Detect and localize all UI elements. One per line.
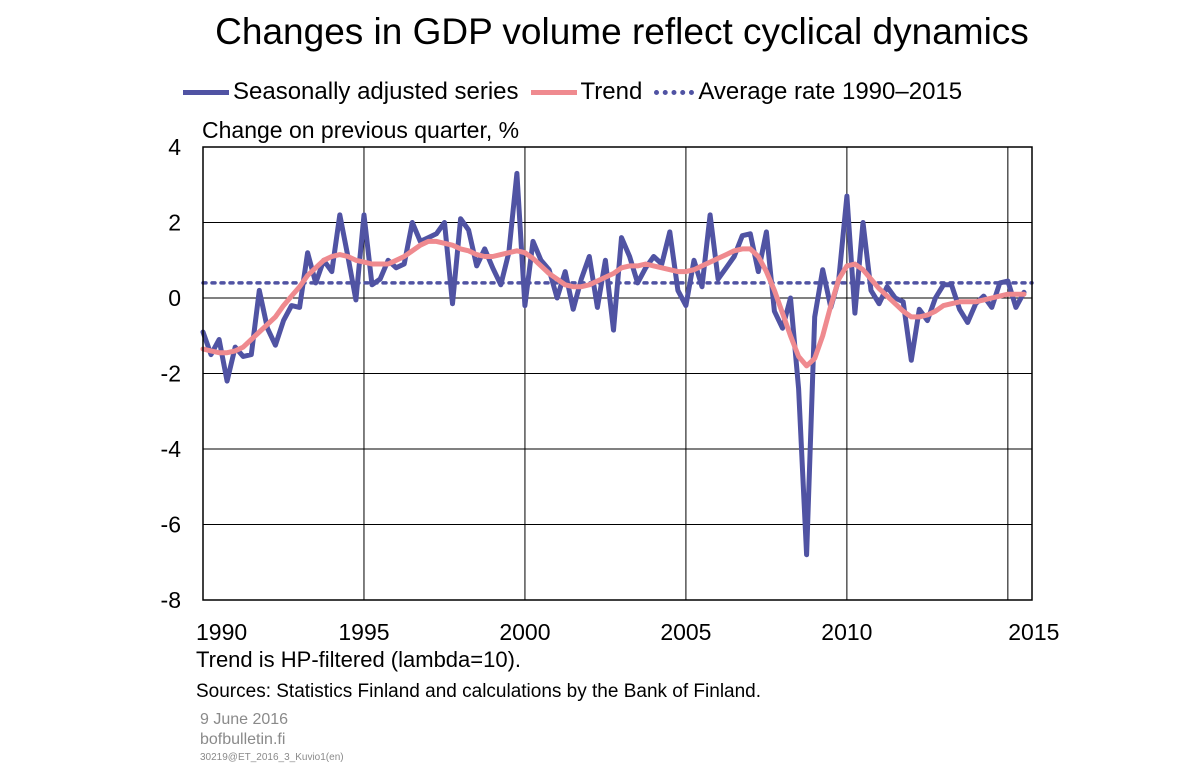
legend-item-average: Average rate 1990–2015 [654, 78, 962, 106]
y-tick-label: 4 [168, 134, 181, 160]
x-tick-label: 2015 [1008, 619, 1059, 645]
y-tick-label: 0 [168, 285, 181, 311]
legend-label: Average rate 1990–2015 [698, 78, 963, 105]
sources-note: Sources: Statistics Finland and calculat… [196, 681, 762, 702]
y-tick-label: -4 [161, 436, 182, 462]
chart-title: Changes in GDP volume reflect cyclical d… [215, 11, 1029, 52]
x-tick-label: 2000 [499, 619, 550, 645]
data-series [200, 170, 1034, 558]
legend-swatch-solid-blue [183, 89, 229, 95]
y-tick-label: -6 [161, 512, 181, 538]
x-tick-label: 1995 [338, 619, 389, 645]
footnote: Trend is HP-filtered (lambda=10). [196, 647, 522, 672]
series-line-1 [200, 238, 1027, 369]
site-name: bofbulletin.fi [200, 731, 286, 748]
chart-code: 30219@ET_2016_3_Kuvio1(en) [200, 752, 344, 763]
y-axis-label: Change on previous quarter, % [202, 117, 520, 143]
y-tick-label: 2 [168, 210, 181, 236]
axis-tick-labels: 4 2 0 -2 -4 -6 -8 1990 1995 2000 2005 2010 2015 [161, 134, 1060, 645]
legend-swatch-dotted-blue [654, 89, 695, 95]
x-tick-label: 2010 [821, 619, 872, 645]
publish-date: 9 June 2016 [200, 711, 289, 728]
y-tick-label: -2 [161, 361, 181, 387]
legend-item-seasonally-adjusted: Seasonally adjusted series [183, 78, 519, 106]
legend-swatch-solid-pink [530, 89, 577, 95]
y-tick-label: -8 [161, 587, 181, 613]
legend-label: Seasonally adjusted series [233, 78, 519, 105]
x-tick-label: 2005 [660, 619, 711, 645]
plot-frame [202, 146, 1033, 601]
grid-lines [203, 146, 1032, 601]
legend-label: Trend [580, 78, 643, 105]
x-tick-label: 1990 [196, 619, 247, 645]
chart-legend: Seasonally adjusted series Trend Average… [183, 77, 974, 107]
legend-item-trend: Trend [530, 78, 643, 106]
series-line-0 [200, 170, 1027, 558]
